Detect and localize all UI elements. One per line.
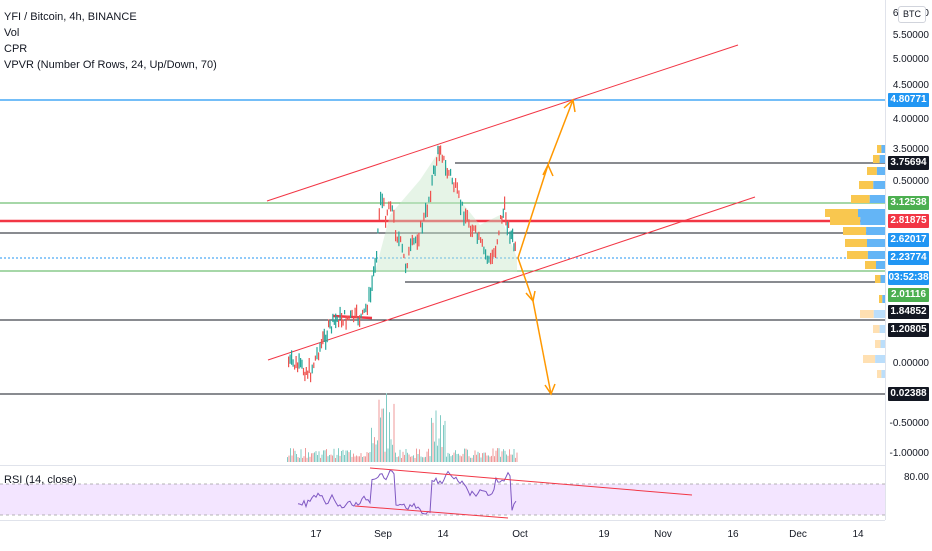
time-axis[interactable]: 17 Sep 14 Oct 19 Nov 16 Dec 14 [0, 520, 885, 551]
symbol-legend[interactable]: YFI / Bitcoin, 4h, BINANCE [4, 11, 137, 23]
time-label: Nov [654, 529, 672, 540]
channel-lower-line[interactable] [267, 196, 756, 361]
volume-bars [287, 393, 518, 462]
price-tag: 03:52:38 [888, 271, 929, 285]
rsi-line [297, 469, 517, 515]
price-tick: 5.00000 [892, 54, 929, 65]
price-tick: -0.50000 [889, 418, 929, 429]
main-chart-pane[interactable]: YFI / Bitcoin, 4h, BINANCE Vol CPR VPVR … [0, 0, 885, 465]
rsi-trend-lower[interactable] [354, 505, 509, 519]
price-tag: 2.81875 [888, 214, 929, 228]
price-tag: 2.62017 [888, 233, 929, 247]
vpvr-legend[interactable]: VPVR (Number Of Rows, 24, Up/Down, 70) [4, 59, 217, 71]
rsi-band [0, 484, 885, 515]
price-tag: 1.84852 [888, 305, 929, 319]
rsi-level-tick: 80.00 [903, 472, 929, 483]
time-label: 19 [598, 529, 610, 540]
rsi-legend[interactable]: RSI (14, close) [4, 474, 77, 486]
price-tick: 5.50000 [892, 30, 929, 41]
price-tag: 4.80771 [888, 93, 929, 107]
rsi-pane[interactable]: RSI (14, close) [0, 466, 885, 520]
price-tick: 3.50000 [892, 144, 929, 155]
price-tick: 0.50000 [892, 176, 929, 187]
price-scale[interactable]: 6.000005.500005.000004.500004.000003.500… [885, 0, 932, 520]
price-tag: 1.20805 [888, 323, 929, 337]
price-chart-canvas[interactable] [0, 0, 885, 465]
candlesticks [288, 145, 516, 383]
price-tick: 4.50000 [892, 80, 929, 91]
channel-upper-line[interactable] [266, 44, 739, 202]
price-tag: 0.02388 [888, 387, 929, 401]
price-tick: -1.00000 [889, 448, 929, 459]
time-label: 16 [727, 529, 739, 540]
pane-divider[interactable] [0, 465, 885, 466]
vol-legend[interactable]: Vol [4, 27, 20, 39]
time-label: Dec [789, 529, 807, 540]
price-tick: 0.00000 [892, 358, 929, 369]
projection-arrows[interactable] [517, 98, 576, 396]
rsi-canvas[interactable] [0, 466, 885, 520]
volume-profile [825, 145, 885, 378]
currency-button[interactable]: BTC [898, 6, 926, 23]
price-tag: 2.23774 [888, 251, 929, 265]
price-tick: 4.00000 [892, 114, 929, 125]
flag-line [332, 314, 373, 320]
price-tag: 2.01116 [888, 288, 929, 302]
time-label: Oct [512, 529, 528, 540]
cpr-legend[interactable]: CPR [4, 43, 28, 55]
time-label: 14 [437, 529, 449, 540]
time-label: 14 [852, 529, 864, 540]
time-label: 17 [310, 529, 322, 540]
price-tag: 3.75694 [888, 156, 929, 170]
time-label: Sep [374, 529, 392, 540]
price-tag: 3.12538 [888, 196, 929, 210]
rsi-trend-upper[interactable] [369, 467, 693, 496]
